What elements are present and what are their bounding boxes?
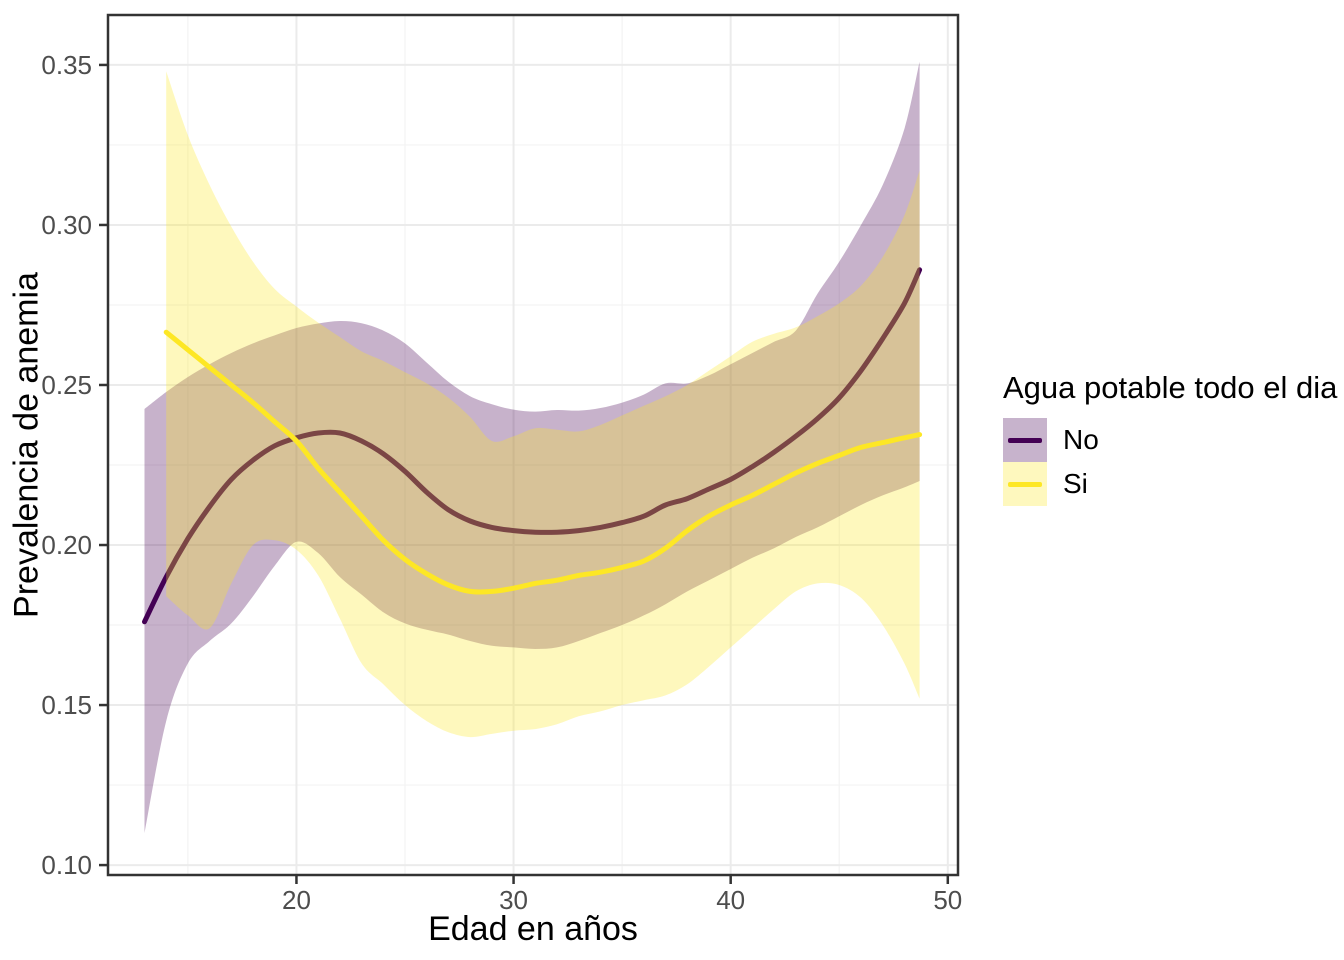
legend-key-line-icon xyxy=(1008,437,1042,443)
line-no xyxy=(142,267,923,625)
axis-ticks xyxy=(99,63,950,884)
legend-entry-no: No xyxy=(1003,418,1340,462)
plot-area xyxy=(142,61,923,834)
legend-entry-si: Si xyxy=(1003,462,1340,506)
legend-label: Si xyxy=(1063,468,1088,499)
ribbon-no xyxy=(144,61,920,834)
x-tick-label: 20 xyxy=(282,885,311,915)
y-tick-label: 0.35 xyxy=(41,50,92,80)
line-si xyxy=(163,329,923,595)
axis-tick-labels: 20 30 40 50 0.10 0.15 0.20 0.25 0.30 0.35 xyxy=(41,50,962,915)
y-tick-label: 0.25 xyxy=(41,370,92,400)
x-tick-label: 40 xyxy=(716,885,745,915)
legend-key-line-icon xyxy=(1008,481,1042,487)
legend-keys: No Si xyxy=(1003,418,1340,506)
y-axis-title: Prevalencia de anemia xyxy=(7,272,46,618)
x-tick-label: 30 xyxy=(499,885,528,915)
legend: Agua potable todo el dia No Si xyxy=(985,370,1340,506)
ribbon-si xyxy=(166,71,920,738)
panel-background xyxy=(108,15,958,875)
legend-title: Agua potable todo el dia xyxy=(1003,370,1338,405)
grid-major xyxy=(108,15,958,875)
y-tick-label: 0.10 xyxy=(41,850,92,880)
legend-key-swatch xyxy=(1003,418,1047,462)
legend-label: No xyxy=(1063,424,1099,455)
y-tick-label: 0.20 xyxy=(41,530,92,560)
y-tick-label: 0.30 xyxy=(41,210,92,240)
panel-border xyxy=(106,13,960,877)
x-axis-title: Edad en años xyxy=(428,910,638,948)
y-tick-label: 0.15 xyxy=(41,690,92,720)
x-tick-label: 50 xyxy=(933,885,962,915)
legend-key-swatch xyxy=(1003,462,1047,506)
